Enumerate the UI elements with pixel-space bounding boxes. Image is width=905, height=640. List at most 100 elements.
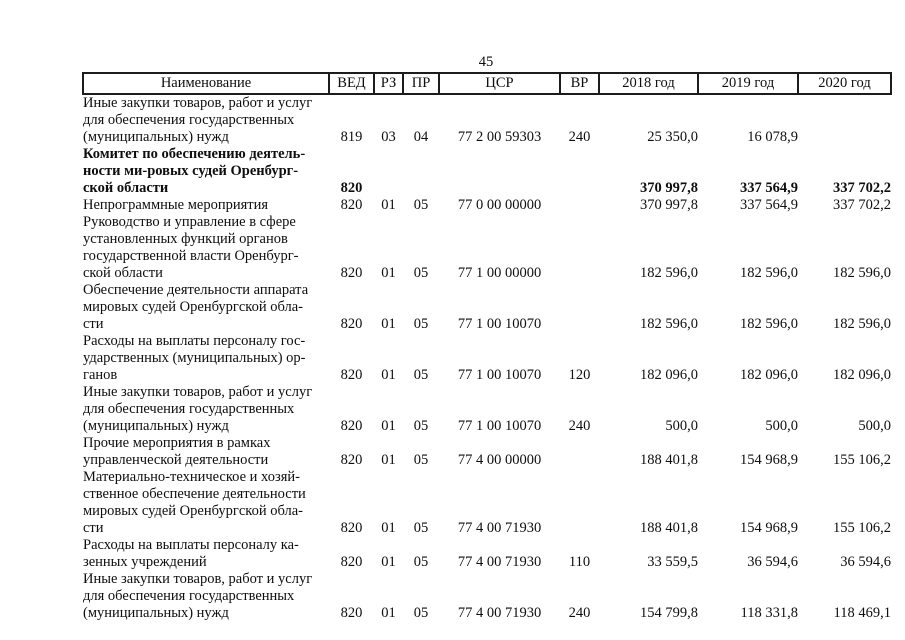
cell-csr: 77 2 00 59303 <box>457 129 542 145</box>
cell-ved: 820 <box>340 316 363 332</box>
header-cell-pr: ПР <box>402 72 440 95</box>
cell-pr: 05 <box>413 554 429 570</box>
cell-ved: 820 <box>340 520 363 536</box>
cell-y2020: 155 106,2 <box>833 452 891 468</box>
cell-csr <box>439 146 560 197</box>
cell-name: Иные закупки товаров, работ и услуг для … <box>83 571 313 621</box>
cell-y2018: 370 997,8 <box>640 180 698 196</box>
budget-table: Наименование ВЕД РЗ ПР ЦСР ВР 2018 год 2… <box>82 72 892 622</box>
cell-y2020: 337 702,2 <box>833 197 891 213</box>
cell-pr: 05 <box>413 418 429 434</box>
cell-vr: 120 <box>568 367 591 383</box>
cell-vr: 110 <box>568 554 591 570</box>
cell-pr: 05 <box>413 452 429 468</box>
cell-y2020: 182 596,0 <box>833 316 891 332</box>
cell-y2019: 16 078,9 <box>747 129 798 145</box>
cell-y2020 <box>798 94 891 146</box>
header-cell-2019: 2019 год <box>697 72 799 95</box>
cell-y2020: 500,0 <box>858 418 891 434</box>
cell-vr <box>560 146 599 197</box>
cell-rz <box>374 146 403 197</box>
header-cell-2018: 2018 год <box>598 72 699 95</box>
cell-pr <box>403 146 439 197</box>
cell-name: Руководство и управление в сфере установ… <box>83 214 299 281</box>
table-body: Иные закупки товаров, работ и услуг для … <box>83 94 891 622</box>
cell-rz: 01 <box>381 520 396 536</box>
cell-vr <box>560 469 599 537</box>
table-row: Непрограммные мероприятия 820 01 05 77 0 00 … <box>83 197 891 214</box>
cell-y2020: 155 106,2 <box>833 520 891 536</box>
cell-pr: 05 <box>413 197 429 213</box>
table-row: Комитет по обеспечению деятель- ности ми… <box>83 146 891 197</box>
cell-pr: 05 <box>413 520 429 536</box>
cell-pr: 05 <box>413 265 429 281</box>
cell-y2019: 182 596,0 <box>740 316 798 332</box>
table-header: Наименование ВЕД РЗ ПР ЦСР ВР 2018 год 2… <box>82 72 892 95</box>
cell-y2020: 182 596,0 <box>833 265 891 281</box>
cell-y2019: 154 968,9 <box>740 520 798 536</box>
header-cell-name: Наименование <box>82 72 330 95</box>
cell-name: Расходы на выплаты персоналу гос- ударст… <box>83 333 306 383</box>
cell-rz: 01 <box>381 418 396 434</box>
cell-csr: 77 1 00 10070 <box>457 367 542 383</box>
header-cell-2020: 2020 год <box>797 72 892 95</box>
cell-vr <box>560 197 599 214</box>
cell-y2019: 337 564,9 <box>740 197 798 213</box>
cell-rz: 01 <box>381 197 396 213</box>
cell-ved: 820 <box>340 180 363 196</box>
cell-rz: 01 <box>381 452 396 468</box>
cell-y2020: 36 594,6 <box>840 554 891 570</box>
cell-vr: 240 <box>568 129 591 145</box>
header-cell-ved: ВЕД <box>328 72 375 95</box>
cell-y2018: 182 596,0 <box>640 316 698 332</box>
header-cell-vr: ВР <box>559 72 600 95</box>
cell-ved: 820 <box>340 605 363 621</box>
cell-y2018: 188 401,8 <box>640 452 698 468</box>
cell-vr: 240 <box>568 605 591 621</box>
cell-ved: 820 <box>340 418 363 434</box>
cell-y2019: 182 596,0 <box>740 265 798 281</box>
cell-name: Комитет по обеспечению деятель- ности ми… <box>83 146 306 196</box>
header-row: Наименование ВЕД РЗ ПР ЦСР ВР 2018 год 2… <box>82 72 892 95</box>
cell-y2018: 33 559,5 <box>647 554 698 570</box>
cell-ved: 820 <box>340 197 363 213</box>
cell-y2018: 500,0 <box>665 418 698 434</box>
cell-y2019: 182 096,0 <box>740 367 798 383</box>
cell-vr <box>560 214 599 282</box>
cell-rz: 01 <box>381 605 396 621</box>
cell-y2018: 154 799,8 <box>640 605 698 621</box>
cell-name: Обеспечение деятельности аппарата мировы… <box>83 282 309 332</box>
cell-y2018: 188 401,8 <box>640 520 698 536</box>
table-row: Материально-техническое и хозяй- ственно… <box>83 469 891 537</box>
cell-csr: 77 1 00 00000 <box>457 265 542 281</box>
cell-csr: 77 0 00 00000 <box>457 197 542 213</box>
page-number: 45 <box>478 54 494 70</box>
cell-y2019: 36 594,6 <box>747 554 798 570</box>
cell-rz: 03 <box>381 129 396 145</box>
cell-csr: 77 4 00 71930 <box>457 554 542 570</box>
table-row: Расходы на выплаты персоналу ка- зенных … <box>83 537 891 571</box>
cell-y2018: 182 096,0 <box>640 367 698 383</box>
cell-y2018: 370 997,8 <box>640 197 698 213</box>
cell-ved: 819 <box>340 129 363 145</box>
cell-y2019: 337 564,9 <box>740 180 798 196</box>
cell-csr: 77 4 00 71930 <box>457 520 542 536</box>
cell-name: Прочие мероприятия в рамках управленческ… <box>83 435 271 468</box>
cell-vr <box>560 282 599 333</box>
table-row: Руководство и управление в сфере установ… <box>83 214 891 282</box>
cell-y2018: 25 350,0 <box>647 129 698 145</box>
cell-name: Материально-техническое и хозяй- ственно… <box>83 469 306 536</box>
table-row: Иные закупки товаров, работ и услуг для … <box>83 384 891 435</box>
cell-pr: 05 <box>413 316 429 332</box>
table-row: Обеспечение деятельности аппарата мировы… <box>83 282 891 333</box>
table-row: Иные закупки товаров, работ и услуг для … <box>83 571 891 622</box>
header-cell-rz: РЗ <box>373 72 404 95</box>
cell-vr: 240 <box>568 418 591 434</box>
cell-csr: 77 1 00 10070 <box>457 316 542 332</box>
cell-y2019: 154 968,9 <box>740 452 798 468</box>
cell-csr: 77 4 00 71930 <box>457 605 542 621</box>
table-row: Расходы на выплаты персоналу гос- ударст… <box>83 333 891 384</box>
document-page: 45 Наименование ВЕД РЗ ПР ЦСР ВР 2018 го… <box>82 54 892 622</box>
cell-ved: 820 <box>340 452 363 468</box>
cell-rz: 01 <box>381 316 396 332</box>
